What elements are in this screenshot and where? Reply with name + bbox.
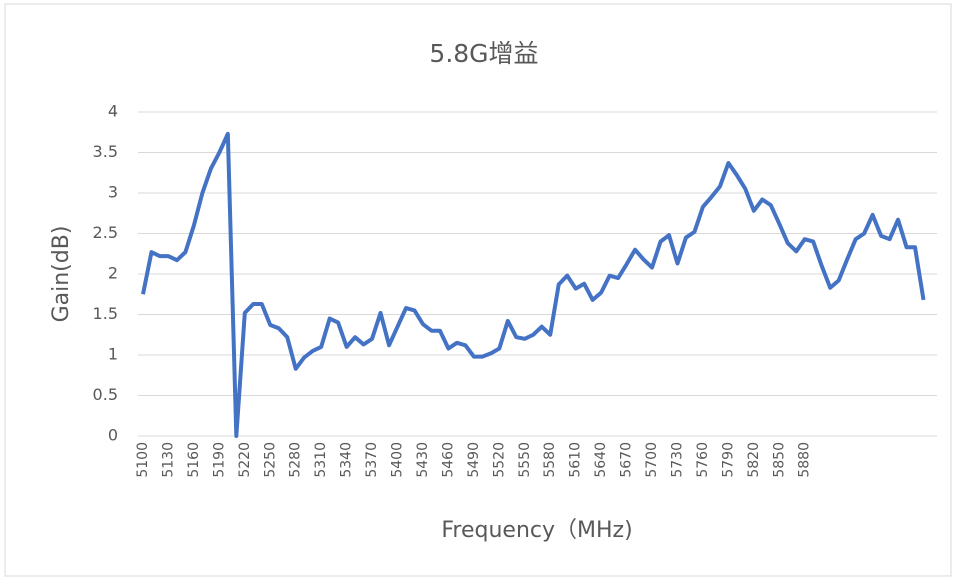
y-axis-title: Gain(dB) [49,226,74,323]
x-tick-label: 5340 [339,442,355,478]
x-tick-label: 5190 [211,442,227,478]
y-tick-label: 3.5 [93,142,118,161]
x-tick-label: 5670 [619,442,635,478]
y-tick-label: 3 [108,183,118,202]
x-tick-label: 5220 [237,442,253,478]
x-tick-label: 5790 [720,442,736,478]
x-tick-label: 5520 [491,442,507,478]
y-tick-label: 1.5 [93,304,118,323]
x-tick-label: 5160 [186,442,202,478]
y-tick-label: 4 [108,102,118,121]
x-tick-label: 5490 [466,442,482,478]
x-tick-label: 5130 [160,442,176,478]
y-tick-label: 2.5 [93,223,118,242]
x-tick-label: 5610 [568,442,584,478]
x-tick-label: 5100 [135,442,151,478]
chart-frame [4,3,952,577]
x-tick-label: 5310 [313,442,329,478]
x-tick-label: 5430 [415,442,431,478]
x-tick-label: 5880 [797,442,813,478]
x-tick-label: 5400 [390,442,406,478]
y-tick-label: 2 [108,264,118,283]
data-line [141,131,926,438]
y-tick-label: 0.5 [93,385,118,404]
x-tick-label: 5850 [771,442,787,478]
x-tick-label: 5700 [644,442,660,478]
x-tick-label: 5640 [593,442,609,478]
x-tick-label: 5460 [440,442,456,478]
y-tick-label: 0 [108,426,118,445]
x-tick-label: 5580 [542,442,558,478]
x-tick-label: 5250 [262,442,278,478]
x-axis-title: Frequency（MHz) [441,518,632,543]
y-tick-label: 1 [108,345,118,364]
chart-title: 5.8G增益 [429,39,538,68]
x-tick-label: 5280 [288,442,304,478]
x-tick-label: 5760 [695,442,711,478]
x-tick-label: 5820 [746,442,762,478]
x-tick-label: 5730 [669,442,685,478]
x-tick-label: 5550 [517,442,533,478]
x-tick-label: 5370 [364,442,380,478]
